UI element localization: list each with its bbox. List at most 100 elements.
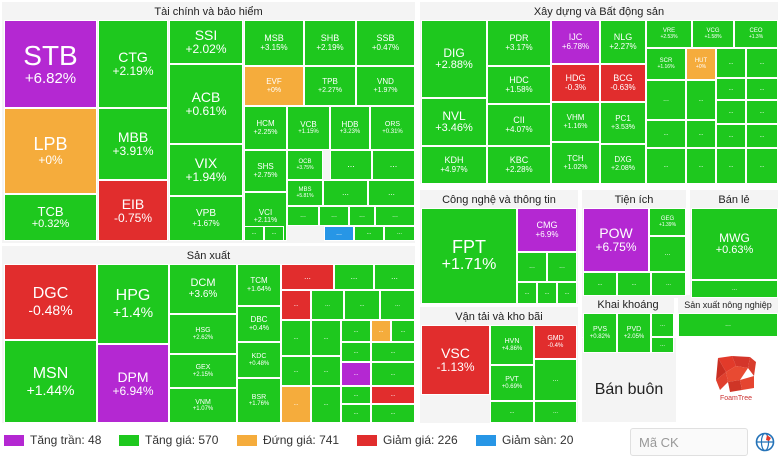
- section-title[interactable]: Bán lẻ: [718, 194, 750, 206]
- stock-tile-collapsed[interactable]: ...: [651, 337, 674, 353]
- stock-tile-pow[interactable]: POW +6.75%: [583, 208, 649, 272]
- legend-item[interactable]: Tăng giá: 570: [119, 432, 218, 448]
- stock-tile-collapsed[interactable]: ...: [281, 386, 311, 423]
- stock-tile-collapsed[interactable]: ...: [374, 264, 415, 290]
- stock-tile-shb[interactable]: SHB +2.19%: [304, 20, 356, 66]
- stock-tile-collapsed[interactable]: ...: [646, 148, 686, 184]
- stock-tile-vix[interactable]: VIX +1.94%: [169, 144, 243, 196]
- stock-tile-nlg[interactable]: NLG +2.27%: [600, 20, 646, 64]
- stock-tile-cii[interactable]: CII +4.07%: [487, 104, 551, 146]
- stock-tile-bsr[interactable]: BSR +1.76%: [237, 378, 281, 423]
- stock-tile-kbc[interactable]: KBC +2.28%: [487, 146, 551, 184]
- stock-tile-collapsed[interactable]: ...: [391, 320, 415, 342]
- section-title[interactable]: Xây dựng và Bất động sản: [533, 6, 665, 18]
- stock-tile-collapsed[interactable]: ...: [341, 320, 371, 342]
- stock-tile-collapsed[interactable]: ...: [311, 356, 341, 386]
- stock-tile-hdg[interactable]: HDG -0.3%: [551, 64, 600, 102]
- stock-tile-collapsed[interactable]: ...: [691, 280, 778, 298]
- stock-tile-collapsed[interactable]: ...: [686, 148, 716, 184]
- stock-tile-tpb[interactable]: TPB +2.27%: [304, 66, 356, 106]
- stock-tile-acb[interactable]: ACB +0.61%: [169, 64, 243, 144]
- stock-tile-ocb[interactable]: OCB +3.75%: [287, 150, 323, 180]
- stock-tile-collapsed[interactable]: ...: [371, 386, 415, 404]
- stock-tile-collapsed[interactable]: ...: [716, 148, 746, 184]
- stock-tile-mbb[interactable]: MBB +3.91%: [98, 108, 168, 180]
- stock-tile-collapsed[interactable]: ...: [371, 362, 415, 386]
- stock-tile-ctg[interactable]: CTG +2.19%: [98, 20, 168, 108]
- stock-tile-collapsed[interactable]: ...: [746, 124, 778, 148]
- stock-tile-pdr[interactable]: PDR +3.17%: [487, 20, 551, 66]
- stock-tile-ceo[interactable]: CEO +1.3%: [734, 20, 778, 48]
- stock-tile-vnm[interactable]: VNM +1.07%: [169, 388, 237, 423]
- stock-tile-collapsed[interactable]: ...: [686, 120, 716, 148]
- stock-tile-collapsed[interactable]: ...: [323, 180, 368, 206]
- stock-tile-collapsed[interactable]: ...: [341, 362, 371, 386]
- stock-tile-collapsed[interactable]: ...: [746, 78, 778, 100]
- stock-tile-dxg[interactable]: DXG +2.08%: [600, 144, 646, 184]
- stock-tile-collapsed[interactable]: ...: [537, 282, 557, 304]
- stock-tile-mwg[interactable]: MWG +0.63%: [691, 208, 778, 280]
- stock-tile-pvs[interactable]: PVS +0.82%: [583, 313, 617, 353]
- stock-tile-dgc[interactable]: DGC -0.48%: [4, 264, 97, 340]
- stock-tile-bcg[interactable]: BCG -0.63%: [600, 64, 646, 102]
- stock-tile-shs[interactable]: SHS +2.75%: [244, 150, 287, 192]
- stock-tile-pc1[interactable]: PC1 +3.53%: [600, 102, 646, 144]
- stock-tile-vcb[interactable]: VCB +1.15%: [287, 106, 330, 150]
- stock-tile-collapsed[interactable]: ...: [287, 206, 319, 226]
- stock-tile-vre[interactable]: VRE +2.53%: [646, 20, 692, 48]
- stock-tile-gmd[interactable]: GMD -0.4%: [534, 325, 577, 359]
- stock-tile-vcg[interactable]: VCG +1.58%: [692, 20, 734, 48]
- stock-tile-pvt[interactable]: PVT +0.69%: [490, 365, 534, 401]
- stock-tile-ijc[interactable]: IJC +6.78%: [551, 20, 600, 64]
- stock-tile-dpm[interactable]: DPM +6.94%: [97, 344, 169, 423]
- stock-tile-collapsed[interactable]: ...: [368, 180, 415, 206]
- stock-tile-collapsed[interactable]: ...: [244, 226, 264, 241]
- stock-tile-hut[interactable]: HUT +0%: [686, 48, 716, 80]
- stock-tile-pvd[interactable]: PVD +2.05%: [617, 313, 651, 353]
- stock-tile-collapsed[interactable]: ...: [344, 290, 380, 320]
- legend-item[interactable]: Tăng trần: 48: [4, 432, 101, 448]
- stock-tile-collapsed[interactable]: ...: [583, 272, 617, 296]
- stock-tile-collapsed[interactable]: ...: [281, 356, 311, 386]
- section-title[interactable]: Sản xuất: [186, 250, 231, 262]
- stock-tile-collapsed[interactable]: ...: [341, 386, 371, 404]
- stock-tile-collapsed[interactable]: ...: [281, 320, 311, 356]
- stock-tile-collapsed[interactable]: ...: [746, 148, 778, 184]
- stock-tile-collapsed[interactable]: ...: [311, 386, 341, 423]
- section-title[interactable]: Công nghệ và thông tin: [442, 194, 556, 206]
- stock-tile-collapsed[interactable]: ...: [716, 48, 746, 78]
- stock-tile-vnd[interactable]: VND +1.97%: [356, 66, 415, 106]
- stock-tile-collapsed[interactable]: ...: [334, 264, 374, 290]
- section-title[interactable]: Khai khoáng: [597, 299, 659, 311]
- stock-tile-collapsed[interactable]: ...: [646, 120, 686, 148]
- stock-tile-hdb[interactable]: HDB +3.23%: [330, 106, 370, 150]
- stock-tile-collapsed[interactable]: ...: [281, 264, 334, 290]
- stock-tile-gex[interactable]: GEX +2.15%: [169, 354, 237, 388]
- stock-tile-eib[interactable]: EIB -0.75%: [98, 180, 168, 241]
- stock-tile-tcb[interactable]: TCB +0.32%: [4, 194, 97, 241]
- section-title[interactable]: Bán buôn: [594, 381, 664, 398]
- stock-tile-stb[interactable]: STB +6.82%: [4, 20, 97, 108]
- stock-tile-collapsed[interactable]: ...: [324, 226, 354, 241]
- stock-tile-collapsed[interactable]: ...: [371, 320, 391, 342]
- stock-tile-collapsed[interactable]: ...: [371, 404, 415, 423]
- stock-tile-kdc[interactable]: KDC +0.48%: [237, 342, 281, 378]
- stock-tile-collapsed[interactable]: ...: [617, 272, 651, 296]
- stock-tile-collapsed[interactable]: ...: [716, 78, 746, 100]
- stock-tile-vsc[interactable]: VSC -1.13%: [421, 325, 490, 395]
- stock-tile-collapsed[interactable]: ...: [281, 290, 311, 320]
- stock-tile-evf[interactable]: EVF +0%: [244, 66, 304, 106]
- stock-tile-collapsed[interactable]: ...: [651, 272, 686, 296]
- stock-tile-collapsed[interactable]: ...: [534, 359, 577, 401]
- legend-item[interactable]: Đứng giá: 741: [237, 432, 339, 448]
- stock-tile-collapsed[interactable]: ...: [678, 313, 778, 337]
- stock-tile-hsg[interactable]: HSG +2.62%: [169, 314, 237, 354]
- stock-tile-collapsed[interactable]: ...: [557, 282, 577, 304]
- stock-tile-collapsed[interactable]: ...: [372, 150, 415, 180]
- stock-search-input[interactable]: [630, 428, 748, 456]
- stock-tile-collapsed[interactable]: ...: [341, 342, 371, 362]
- stock-tile-ors[interactable]: ORS +0.31%: [370, 106, 415, 150]
- stock-tile-nvl[interactable]: NVL +3.46%: [421, 98, 487, 146]
- stock-tile-fpt[interactable]: FPT +1.71%: [421, 208, 517, 304]
- stock-tile-msn[interactable]: MSN +1.44%: [4, 340, 97, 423]
